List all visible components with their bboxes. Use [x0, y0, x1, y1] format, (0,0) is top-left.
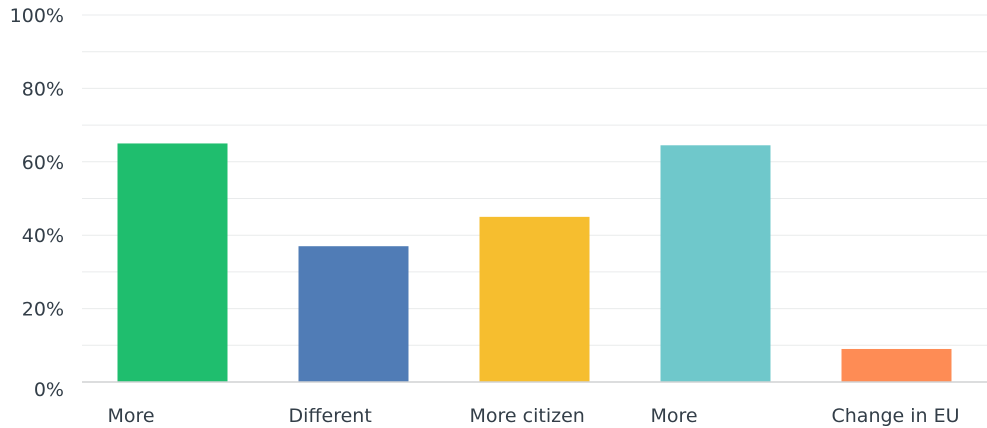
x-axis-category-labels: More Different More citizen More Change in E…: [108, 405, 960, 427]
x-category-label: More citizen: [470, 405, 585, 427]
y-axis-tick-labels: 0% 20% 40% 60% 80% 100%: [10, 5, 64, 401]
bar: [298, 246, 409, 382]
bars: [117, 143, 952, 382]
y-tick-label: 100%: [10, 5, 64, 27]
x-category-label: Different: [289, 405, 372, 427]
x-category-label: Change in EU: [832, 405, 960, 427]
y-tick-label: 60%: [22, 152, 64, 174]
x-category-label: More: [108, 405, 155, 427]
x-category-label: More: [651, 405, 698, 427]
gridlines: [82, 14, 987, 346]
bar: [117, 143, 228, 382]
y-tick-label: 0%: [34, 379, 64, 401]
bar: [479, 216, 590, 382]
y-tick-label: 20%: [22, 299, 64, 321]
bar: [660, 145, 771, 382]
y-tick-label: 80%: [22, 78, 64, 100]
bar: [841, 348, 952, 382]
y-tick-label: 40%: [22, 225, 64, 247]
